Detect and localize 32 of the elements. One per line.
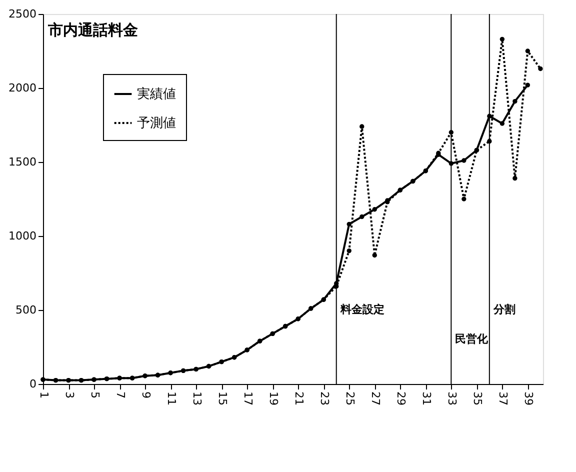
x-tick-label: 37 [496, 392, 510, 406]
legend-label: 予測値 [137, 116, 176, 131]
ref-line-label: 料金設定 [339, 303, 384, 316]
x-tick-label: 19 [267, 392, 280, 406]
x-tick-label: 1 [38, 392, 50, 398]
y-tick-label: 1500 [8, 156, 36, 168]
x-tick-label: 13 [190, 392, 204, 406]
ref-line-label: 民営化 [455, 332, 490, 346]
text: 市内通話料金 [47, 21, 138, 39]
x-tick-label: 25 [344, 392, 357, 406]
x-tick-label: 17 [242, 392, 255, 406]
ref-line-label: 分割 [492, 303, 516, 316]
y-tick-label: 2500 [8, 8, 36, 20]
x-tick-label: 27 [369, 392, 382, 406]
y-tick-label: 2000 [8, 82, 36, 94]
x-tick-label: 23 [318, 392, 332, 406]
x-tick-label: 31 [420, 392, 434, 406]
x-tick-label: 35 [471, 392, 484, 406]
x-tick-label: 15 [216, 392, 230, 406]
x-tick-label: 11 [165, 392, 178, 406]
x-tick-label: 21 [292, 392, 306, 406]
x-tick-label: 7 [114, 392, 128, 398]
x-tick-label: 33 [446, 392, 459, 406]
x-tick-label: 29 [394, 392, 408, 406]
x-tick-label: 3 [63, 392, 76, 398]
x-tick-label: 9 [140, 392, 153, 398]
legend-label: 実績値 [137, 86, 176, 102]
y-tick-label: 1000 [8, 230, 36, 242]
y-tick-label: 0 [30, 378, 36, 390]
y-tick-label: 500 [16, 304, 36, 316]
x-tick-label: 39 [522, 392, 536, 406]
x-tick-label: 5 [88, 392, 102, 398]
